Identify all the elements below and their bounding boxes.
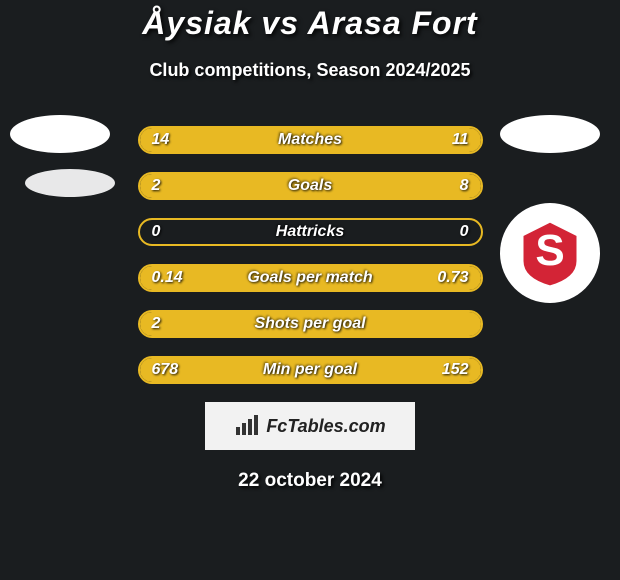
badge-oval (10, 115, 110, 153)
stat-value-right: 152 (442, 361, 469, 379)
stat-label: Goals (288, 177, 332, 195)
stat-row: 2 Goals 8 (138, 172, 483, 200)
stat-value-left: 2 (152, 315, 161, 333)
date-label: 22 october 2024 (0, 470, 620, 492)
stat-row: 0.14 Goals per match 0.73 (138, 264, 483, 292)
stat-label: Shots per goal (254, 315, 365, 333)
badge-oval (500, 115, 600, 153)
badge-oval-small (25, 169, 115, 197)
stat-value-left: 0 (152, 223, 161, 241)
player-right-logo: S (500, 115, 600, 303)
stat-value-left: 0.14 (152, 269, 183, 287)
chart-icon (234, 415, 260, 437)
stat-value-left: 678 (152, 361, 179, 379)
stat-row: 2 Shots per goal (138, 310, 483, 338)
stat-label: Min per goal (263, 361, 357, 379)
stat-value-right: 8 (460, 177, 469, 195)
player-left-logo (10, 115, 115, 213)
comparison-card: Åysiak vs Arasa Fort Club competitions, … (0, 0, 620, 580)
stat-label: Goals per match (247, 269, 372, 287)
stat-label: Hattricks (276, 223, 344, 241)
stat-value-right: 0.73 (437, 269, 468, 287)
stat-row: 0 Hattricks 0 (138, 218, 483, 246)
stat-value-left: 14 (152, 131, 170, 149)
svg-text:S: S (535, 226, 564, 275)
stat-row: 678 Min per goal 152 (138, 356, 483, 384)
stat-value-right: 11 (452, 131, 469, 149)
watermark-text: FcTables.com (266, 416, 385, 437)
club-badge-icon: S (510, 213, 590, 293)
stat-label: Matches (278, 131, 342, 149)
stat-row: 14 Matches 11 (138, 126, 483, 154)
stats-table: 14 Matches 11 2 Goals 8 0 Hattricks 0 0.14 Goals p… (138, 126, 483, 384)
page-title: Åysiak vs Arasa Fort (0, 5, 620, 42)
stat-fill-left (140, 174, 208, 198)
club-badge: S (500, 203, 600, 303)
watermark: FcTables.com (205, 402, 415, 450)
stat-value-right: 0 (460, 223, 469, 241)
subtitle: Club competitions, Season 2024/2025 (0, 60, 620, 81)
stat-value-left: 2 (152, 177, 161, 195)
stat-fill-right (208, 174, 481, 198)
